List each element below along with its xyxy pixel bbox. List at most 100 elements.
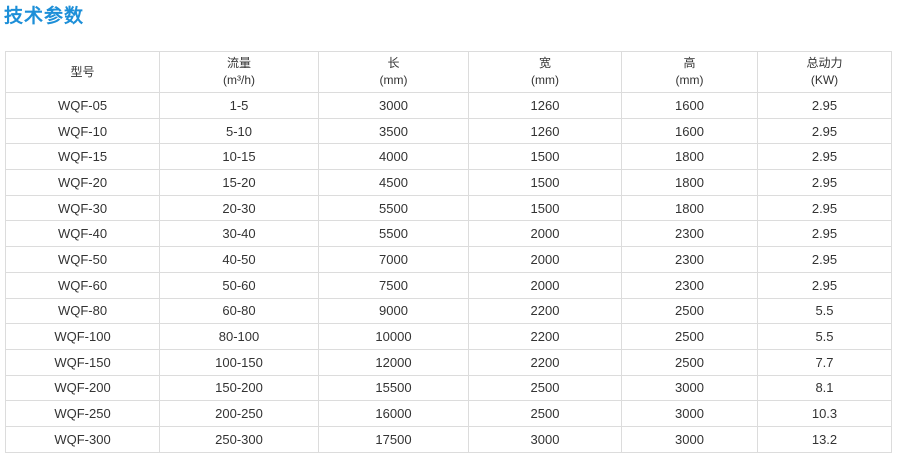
table-cell: 80-100 bbox=[159, 323, 319, 350]
table-cell: WQF-20 bbox=[5, 169, 160, 196]
table-cell: 10-15 bbox=[159, 143, 319, 171]
table-cell: 20-30 bbox=[159, 194, 319, 222]
table-row: WQF-80 60-80 9000 2200 2500 5.5 bbox=[5, 297, 892, 325]
table-cell: 3000 bbox=[621, 400, 758, 427]
table-cell: 2.95 bbox=[757, 271, 892, 299]
column-header-name: 长 bbox=[387, 56, 400, 70]
table-cell: 40-50 bbox=[159, 246, 319, 273]
table-cell: 5-10 bbox=[159, 117, 319, 145]
table-row: WQF-150 100-150 12000 2200 2500 7.7 bbox=[5, 348, 892, 376]
table-row: WQF-300 250-300 17500 3000 3000 13.2 bbox=[5, 425, 892, 453]
table-cell: 7.7 bbox=[757, 348, 892, 376]
table-cell: 60-80 bbox=[159, 297, 319, 325]
table-row: WQF-60 50-60 7500 2000 2300 2.95 bbox=[5, 271, 892, 299]
table-cell: 2500 bbox=[468, 400, 622, 427]
table-cell: 250-300 bbox=[159, 425, 319, 453]
table-cell: 3500 bbox=[318, 117, 469, 145]
table-cell: 1500 bbox=[468, 169, 622, 196]
table-cell: 2000 bbox=[468, 246, 622, 273]
column-header: 型号 bbox=[5, 51, 160, 93]
column-header: 流量 (m³/h) bbox=[159, 51, 319, 93]
table-cell: 2.95 bbox=[757, 194, 892, 222]
table-cell: 1800 bbox=[621, 194, 758, 222]
table-cell: 2500 bbox=[621, 348, 758, 376]
table-cell: WQF-10 bbox=[5, 117, 160, 145]
table-row: WQF-200 150-200 15500 2500 3000 8.1 bbox=[5, 374, 892, 402]
table-row: WQF-100 80-100 10000 2200 2500 5.5 bbox=[5, 323, 892, 350]
table-cell: 15-20 bbox=[159, 169, 319, 196]
table-cell: 2300 bbox=[621, 220, 758, 248]
table-cell: 100-150 bbox=[159, 348, 319, 376]
table-cell: WQF-15 bbox=[5, 143, 160, 171]
table-row: WQF-10 5-10 3500 1260 1600 2.95 bbox=[5, 117, 892, 145]
table-cell: 1600 bbox=[621, 117, 758, 145]
table-cell: 2.95 bbox=[757, 143, 892, 171]
table-cell: 2500 bbox=[468, 374, 622, 402]
table-cell: 2.95 bbox=[757, 92, 892, 119]
table-cell: 17500 bbox=[318, 425, 469, 453]
table-cell: WQF-05 bbox=[5, 92, 160, 119]
table-cell: 150-200 bbox=[159, 374, 319, 402]
table-cell: 5500 bbox=[318, 194, 469, 222]
column-header-name: 型号 bbox=[70, 64, 95, 79]
table-cell: 200-250 bbox=[159, 400, 319, 427]
table-cell: WQF-80 bbox=[5, 297, 160, 325]
table-cell: 50-60 bbox=[159, 271, 319, 299]
table-cell: 8.1 bbox=[757, 374, 892, 402]
table-row: WQF-40 30-40 5500 2000 2300 2.95 bbox=[5, 220, 892, 248]
table-cell: 2200 bbox=[468, 297, 622, 325]
table-cell: 1500 bbox=[468, 143, 622, 171]
table-cell: 5500 bbox=[318, 220, 469, 248]
table-cell: 30-40 bbox=[159, 220, 319, 248]
table-cell: 1260 bbox=[468, 92, 622, 119]
table-cell: 15500 bbox=[318, 374, 469, 402]
table-row: WQF-30 20-30 5500 1500 1800 2.95 bbox=[5, 194, 892, 222]
table-cell: 9000 bbox=[318, 297, 469, 325]
column-header: 宽 (mm) bbox=[468, 51, 622, 93]
table-cell: 2300 bbox=[621, 246, 758, 273]
table-cell: 3000 bbox=[468, 425, 622, 453]
table-cell: 5.5 bbox=[757, 323, 892, 350]
table-cell: WQF-200 bbox=[5, 374, 160, 402]
table-cell: 10.3 bbox=[757, 400, 892, 427]
table-cell: 2000 bbox=[468, 271, 622, 299]
table-cell: 2000 bbox=[468, 220, 622, 248]
section-title: 技术参数 bbox=[4, 5, 85, 27]
table-cell: WQF-150 bbox=[5, 348, 160, 376]
table-cell: 16000 bbox=[318, 400, 469, 427]
table-cell: 2.95 bbox=[757, 117, 892, 145]
column-header-unit: (KW) bbox=[810, 73, 839, 87]
table-cell: 2.95 bbox=[757, 220, 892, 248]
table-cell: WQF-50 bbox=[5, 246, 160, 273]
table-cell: 3000 bbox=[318, 92, 469, 119]
column-header: 长 (mm) bbox=[318, 51, 469, 93]
table-cell: 3000 bbox=[621, 374, 758, 402]
table-row: WQF-250 200-250 16000 2500 3000 10.3 bbox=[5, 400, 892, 427]
column-header-name: 宽 bbox=[538, 56, 551, 70]
column-header: 高 (mm) bbox=[621, 51, 758, 93]
table-cell: WQF-40 bbox=[5, 220, 160, 248]
spec-table: 型号 流量 (m³/h) 长 (mm) 宽 (mm) 高 (mm) 总动力 (KW) WQF-05 1… bbox=[5, 51, 892, 453]
table-cell: 2500 bbox=[621, 323, 758, 350]
table-cell: 2.95 bbox=[757, 169, 892, 196]
table-cell: 4500 bbox=[318, 169, 469, 196]
table-row: WQF-50 40-50 7000 2000 2300 2.95 bbox=[5, 246, 892, 273]
column-header-unit: (mm) bbox=[675, 73, 704, 87]
table-cell: 13.2 bbox=[757, 425, 892, 453]
table-cell: 2.95 bbox=[757, 246, 892, 273]
table-row: WQF-20 15-20 4500 1500 1800 2.95 bbox=[5, 169, 892, 196]
table-cell: 4000 bbox=[318, 143, 469, 171]
table-cell: WQF-300 bbox=[5, 425, 160, 453]
table-cell: 1800 bbox=[621, 143, 758, 171]
column-header: 总动力 (KW) bbox=[757, 51, 892, 93]
table-cell: WQF-30 bbox=[5, 194, 160, 222]
column-header-name: 流量 bbox=[226, 56, 251, 70]
table-cell: 1500 bbox=[468, 194, 622, 222]
table-cell: 10000 bbox=[318, 323, 469, 350]
table-header-row: 型号 流量 (m³/h) 长 (mm) 宽 (mm) 高 (mm) 总动力 (KW) bbox=[5, 51, 892, 93]
table-row: WQF-05 1-5 3000 1260 1600 2.95 bbox=[5, 92, 892, 119]
table-cell: 2500 bbox=[621, 297, 758, 325]
table-cell: 1260 bbox=[468, 117, 622, 145]
table-cell: 7500 bbox=[318, 271, 469, 299]
table-cell: 1800 bbox=[621, 169, 758, 196]
